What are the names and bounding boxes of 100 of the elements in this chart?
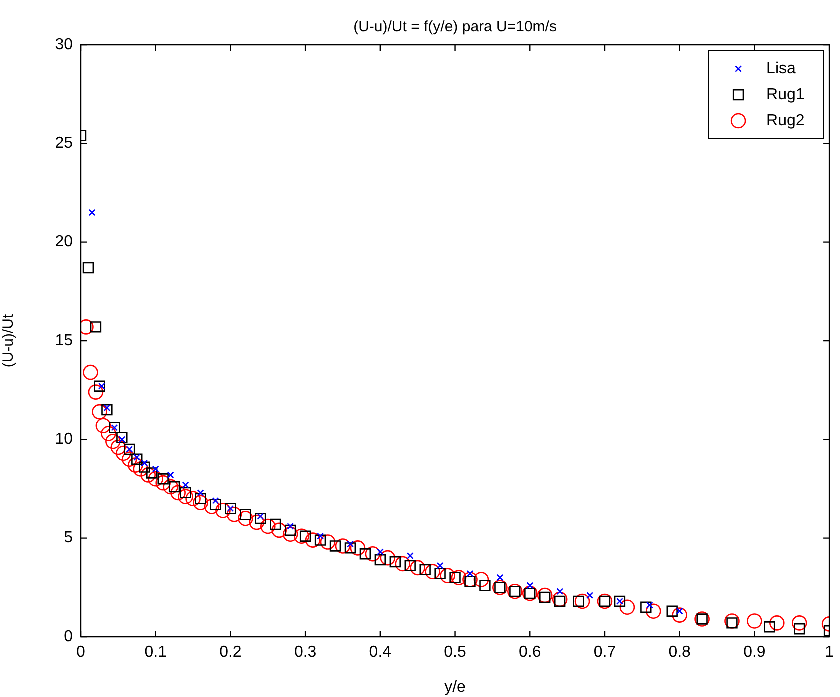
point: [170, 485, 186, 501]
point: [163, 479, 178, 495]
y-tick-label: 15: [55, 332, 74, 350]
point: [360, 548, 372, 560]
point: [764, 622, 776, 633]
point: [747, 614, 762, 629]
point: [272, 522, 288, 538]
point: [101, 426, 116, 442]
y-tick-label: 5: [64, 530, 74, 547]
point: [212, 497, 220, 504]
point: [574, 594, 590, 610]
point: [436, 562, 444, 570]
point: [314, 534, 326, 546]
y-tick-label: 0: [64, 628, 74, 646]
point: [141, 460, 148, 467]
point: [376, 548, 384, 556]
point: [94, 380, 106, 392]
point: [440, 568, 456, 584]
point: [116, 446, 132, 462]
point: [249, 514, 265, 530]
point: [420, 564, 431, 576]
x-axis-title: y/e: [444, 678, 466, 696]
point: [92, 404, 108, 420]
point: [305, 532, 321, 548]
point: [90, 322, 102, 333]
point: [226, 507, 242, 522]
point: [365, 546, 381, 562]
point: [204, 499, 220, 514]
x-tick-label: 0.3: [294, 644, 317, 662]
point: [156, 475, 171, 491]
point: [182, 482, 190, 489]
point: [676, 608, 684, 615]
point: [410, 560, 426, 576]
point: [82, 262, 94, 274]
x-tick-label: 0: [76, 644, 86, 662]
y-tick-label: 10: [55, 431, 74, 448]
x-tick-label: 0.5: [444, 644, 466, 662]
point: [496, 574, 504, 582]
point: [425, 564, 440, 580]
point: [794, 624, 806, 635]
point: [537, 588, 553, 604]
legend-label: Rug2: [766, 112, 805, 130]
point: [102, 404, 113, 416]
point: [88, 384, 104, 400]
point: [260, 518, 276, 534]
point: [374, 554, 386, 566]
point: [466, 570, 474, 578]
point: [197, 489, 204, 496]
point: [133, 462, 149, 477]
x-tick-label: 0.4: [369, 644, 392, 662]
point: [404, 560, 416, 572]
point: [480, 580, 491, 592]
point: [152, 466, 160, 473]
point: [128, 458, 144, 473]
point: [526, 582, 534, 590]
point: [178, 489, 194, 505]
point: [350, 540, 366, 556]
point: [317, 532, 324, 540]
point: [148, 471, 164, 487]
point: [646, 604, 662, 619]
point: [395, 556, 411, 572]
point: [556, 588, 564, 596]
legend-label: Lisa: [766, 60, 796, 78]
point: [406, 552, 414, 560]
point: [96, 418, 112, 434]
point: [640, 602, 652, 613]
point: [88, 209, 96, 216]
point: [770, 616, 785, 631]
x-tick-label: 0.2: [220, 644, 242, 662]
point: [666, 606, 678, 617]
point: [116, 432, 128, 444]
x-tick-label: 0.1: [144, 644, 168, 662]
point: [186, 491, 201, 507]
point: [390, 556, 401, 568]
y-axis-title: (U-u)/Ut: [0, 314, 18, 368]
y-tick-label: 30: [55, 36, 74, 54]
point: [110, 440, 126, 456]
point: [330, 540, 342, 552]
point: [451, 570, 467, 586]
point: [620, 600, 636, 616]
x-tick-label: 0.7: [594, 644, 616, 662]
point: [552, 592, 568, 608]
point: [140, 468, 156, 483]
point: [282, 526, 298, 542]
x-tick-label: 0.8: [668, 644, 692, 662]
point: [132, 454, 143, 465]
x-tick-label: 0.9: [744, 644, 766, 662]
y-tick-label: 25: [55, 135, 74, 152]
chart-title: (U-u)/Ut = f(y/e) para U=10m/s: [354, 18, 557, 36]
point: [380, 550, 396, 566]
x-tick-label: 0.6: [519, 644, 542, 662]
point: [167, 472, 174, 479]
point: [344, 542, 356, 554]
point: [335, 538, 351, 554]
point: [193, 495, 208, 510]
point: [238, 510, 254, 526]
x-tick-label: 1: [825, 644, 834, 662]
point: [672, 608, 688, 623]
point: [122, 452, 138, 468]
point: [724, 614, 740, 629]
